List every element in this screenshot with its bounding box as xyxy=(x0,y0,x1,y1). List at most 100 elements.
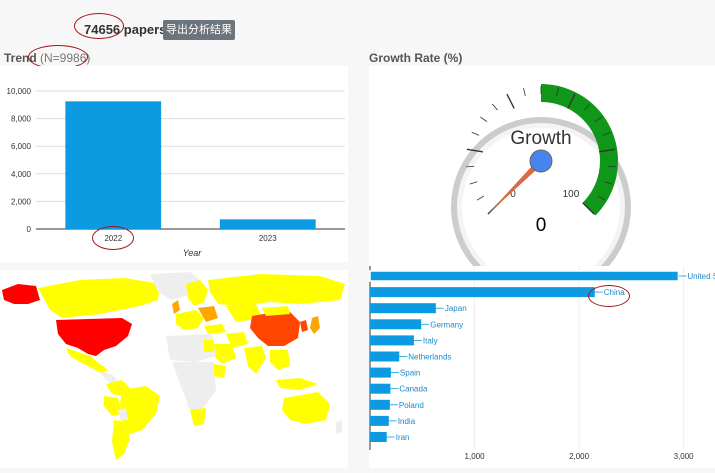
country-bar[interactable] xyxy=(370,415,389,426)
growth-gauge: Growth 0 100 0 xyxy=(451,84,631,297)
gauge-label: Growth xyxy=(510,128,571,149)
map-country-korea[interactable] xyxy=(300,320,308,332)
gauge-tick xyxy=(466,165,475,168)
map-country-russia[interactable] xyxy=(208,274,345,306)
map-country-indonesia[interactable] xyxy=(276,378,318,390)
growth-rate-title: Growth Rate (%) xyxy=(369,51,463,65)
map-country-brazil[interactable] xyxy=(120,386,160,434)
paper-count-number: 74656 xyxy=(84,22,121,37)
gauge-tick xyxy=(582,202,595,215)
country-label: Poland xyxy=(399,401,424,410)
gauge-tick xyxy=(556,87,559,96)
trend-y-tick-label: 2,000 xyxy=(11,197,32,206)
country-label: United States xyxy=(687,272,715,281)
gauge-tick xyxy=(480,116,488,122)
map-country-central-america[interactable] xyxy=(100,372,118,384)
gauge-tick xyxy=(471,131,480,136)
gauge-tick xyxy=(584,103,591,111)
map-country-china[interactable] xyxy=(250,310,300,346)
gauge-tick xyxy=(567,93,576,109)
map-country-uk[interactable] xyxy=(172,300,180,314)
country-bar[interactable] xyxy=(370,287,595,298)
paper-count: 74656 papers. xyxy=(84,22,170,37)
map-country-peru[interactable] xyxy=(104,396,122,416)
map-country-se-asia[interactable] xyxy=(270,350,290,370)
trend-y-tick-label: 8,000 xyxy=(11,115,32,124)
trend-bar-2023[interactable] xyxy=(219,219,316,229)
country-label: China xyxy=(604,288,625,297)
map-country-central-africa[interactable] xyxy=(172,362,216,410)
trend-y-tick-label: 6,000 xyxy=(11,142,32,151)
map-country-alaska[interactable] xyxy=(2,284,40,304)
country-bar[interactable] xyxy=(370,432,387,442)
trend-x-tick-label: 2022 xyxy=(104,234,122,243)
map-country-mongolia[interactable] xyxy=(262,306,290,316)
country-bar[interactable] xyxy=(370,367,391,378)
country-label: Germany xyxy=(430,320,463,329)
country-bar[interactable] xyxy=(369,270,680,282)
map-country-india[interactable] xyxy=(244,346,266,374)
gauge-green-band xyxy=(541,84,618,216)
gauge-face xyxy=(462,128,620,286)
gauge-tick xyxy=(607,165,616,168)
trend-n-label: (N=9986) xyxy=(40,51,91,65)
map-country-scandinavia[interactable] xyxy=(186,280,208,306)
countries-x-tick-label: 3,000 xyxy=(674,452,695,461)
country-bar[interactable] xyxy=(370,319,422,330)
gauge-tick xyxy=(523,87,526,96)
paper-count-suffix: papers. xyxy=(123,22,171,37)
export-results-button[interactable]: 导出分析结果 xyxy=(163,20,235,40)
country-bar[interactable] xyxy=(370,303,436,314)
country-label: Iran xyxy=(396,433,410,442)
gauge-tick xyxy=(466,148,483,153)
gauge-tick xyxy=(602,131,611,136)
country-label: Netherlands xyxy=(408,353,451,362)
gauge-max-label: 100 xyxy=(563,189,580,200)
gauge-needle-hub xyxy=(529,149,553,173)
growth-gauge-panel: Growth 0 100 0 xyxy=(369,66,715,297)
map-country-bolivia[interactable] xyxy=(118,408,128,420)
trend-y-tick-label: 4,000 xyxy=(11,170,32,179)
map-country-western-europe[interactable] xyxy=(176,310,204,330)
trend-bar-2022[interactable] xyxy=(65,101,162,229)
trend-x-axis-label: Year xyxy=(183,248,203,258)
country-bar[interactable] xyxy=(370,335,414,346)
map-country-japan[interactable] xyxy=(310,316,320,334)
map-country-eastern-europe[interactable] xyxy=(198,306,218,322)
gauge-tick xyxy=(597,195,606,201)
country-bar[interactable] xyxy=(370,399,390,410)
map-country-south-africa[interactable] xyxy=(190,408,206,426)
country-label: Japan xyxy=(445,304,467,313)
map-country-argentina[interactable] xyxy=(112,420,130,460)
map-country-canada[interactable] xyxy=(38,278,160,318)
gauge-tick xyxy=(506,93,515,109)
trend-bar-chart: 0 2,000 4,000 6,000 8,000 10,000 2022 2023 Yea… xyxy=(7,87,345,258)
map-country-saudi[interactable] xyxy=(214,344,236,364)
country-bar[interactable] xyxy=(370,383,391,394)
trend-title: Trend (N=9986) xyxy=(4,51,91,65)
gauge-tick xyxy=(594,116,602,122)
gauge-min-label: 0 xyxy=(510,189,516,200)
country-label: India xyxy=(398,417,416,426)
countries-x-tick-label: 1,000 xyxy=(465,452,486,461)
country-label: Italy xyxy=(423,336,438,345)
world-map-panel xyxy=(0,270,348,468)
map-country-turkey[interactable] xyxy=(204,324,226,334)
country-label: Canada xyxy=(399,385,428,394)
countries-bar-chart: United States China Japan Germany Italy Nethe… xyxy=(369,266,715,461)
gauge-tick xyxy=(604,181,613,185)
world-map xyxy=(2,272,345,460)
trend-chart-panel: 0 2,000 4,000 6,000 8,000 10,000 2022 2023 Yea… xyxy=(0,66,348,262)
countries-x-tick-label: 2,000 xyxy=(569,452,590,461)
map-country-australia[interactable] xyxy=(282,392,330,424)
map-country-new-zealand[interactable] xyxy=(336,420,342,434)
trend-y-tick-label: 10,000 xyxy=(7,87,32,96)
map-country-ethiopia[interactable] xyxy=(214,364,226,378)
map-country-egypt[interactable] xyxy=(204,340,214,352)
gauge-tick xyxy=(491,103,498,111)
map-country-mexico[interactable] xyxy=(66,348,108,374)
map-country-north-africa[interactable] xyxy=(166,334,216,362)
country-bar[interactable] xyxy=(370,351,400,362)
gauge-tick xyxy=(476,195,485,201)
map-country-usa[interactable] xyxy=(56,318,132,356)
